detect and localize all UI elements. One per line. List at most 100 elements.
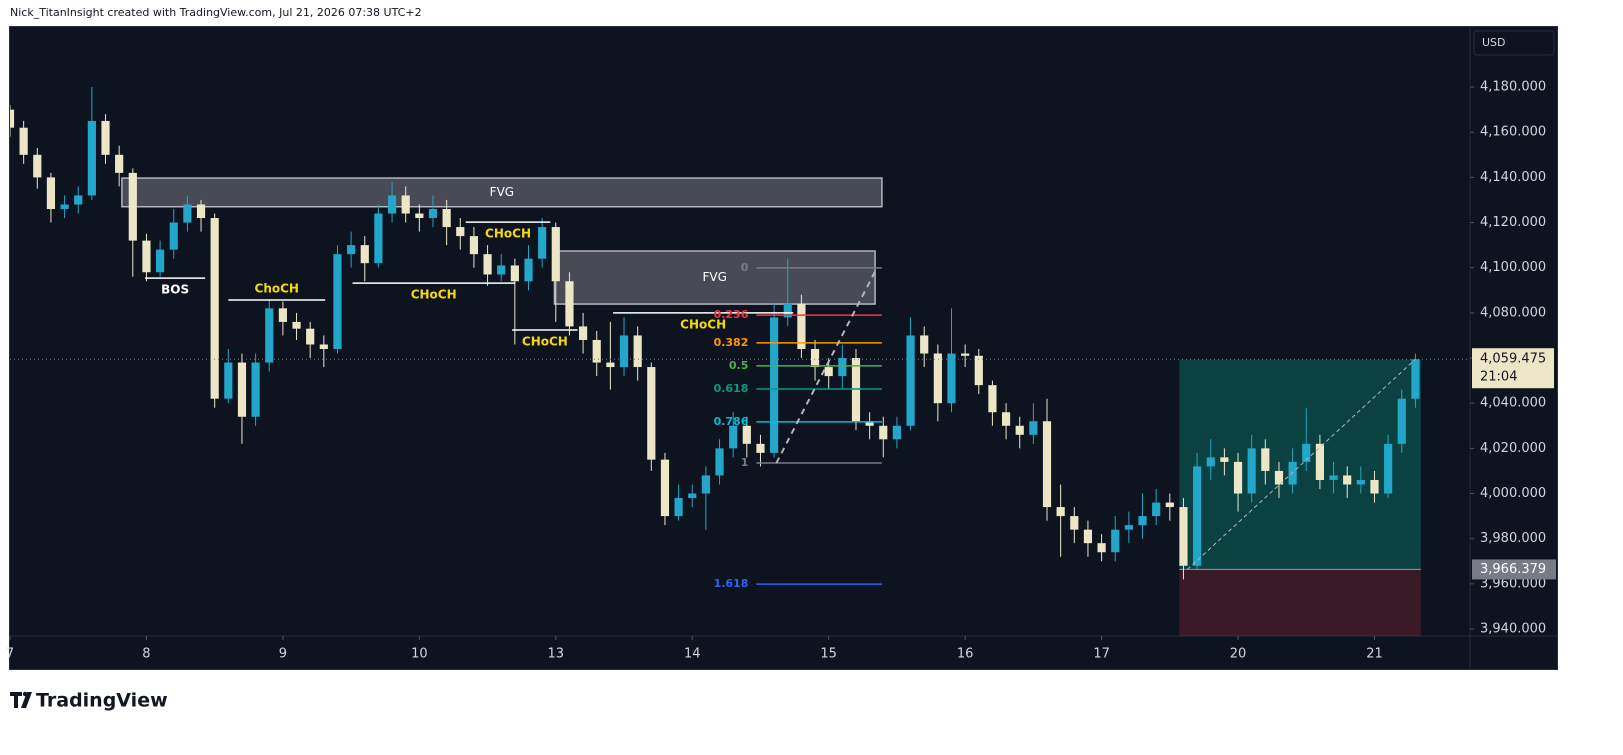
currency: USD [1482,36,1506,49]
fib-label: 1 [741,456,749,469]
fvg-label: FVG [703,270,727,284]
candle-body [892,425,902,440]
position-path [1187,358,1416,570]
candle-body [101,120,110,155]
candle-body [1220,457,1229,462]
candle-body [565,281,574,327]
fvg-label: FVG [490,185,514,199]
structure-label: CHoCH [680,317,726,331]
candle-body [1165,502,1174,508]
candle-body [1138,516,1147,526]
structure-label: CHoCH [411,288,457,302]
candle-body [142,240,151,273]
candle-body [810,349,820,368]
candle-body [46,177,56,209]
candle-body [1193,466,1202,566]
candle-body [183,204,192,223]
candle-body [906,335,915,426]
candle-body [865,421,874,426]
candle-body [947,353,956,404]
candle-body [797,303,806,349]
structure-label: CHoCH [485,227,531,241]
axes: 3,940.000 3,960.000 3,980.000 4,000.000 4,02… [6,80,1556,662]
candle-body [510,265,519,282]
candle-body [1343,475,1352,485]
candle-body [933,353,942,404]
y-tick-label: 4,160.000 [1480,125,1546,140]
candle-body [961,353,970,356]
candle-body [988,385,997,413]
candle-body [1111,529,1120,553]
candle-body [60,204,69,209]
candle-body [319,344,328,349]
candle-body [633,335,642,368]
candle-body [415,213,424,219]
candle-body [74,195,83,205]
candle-body [19,127,28,155]
candle-body [770,317,779,453]
candle-body [1329,475,1338,480]
candle-body [483,254,492,275]
candle-body [469,236,479,255]
y-tick-label: 4,120.000 [1480,215,1546,230]
candle-body [442,209,451,228]
candle-body [1206,457,1215,467]
entry-price-label: 3,966.379 [1480,562,1546,577]
fib-label: 0.5 [729,359,749,372]
candle-body [1015,425,1024,435]
candle-body [1411,359,1420,399]
candle-body [292,321,301,329]
y-tick-label: 4,000.000 [1480,486,1546,501]
y-tick-label: 3,940.000 [1480,622,1546,637]
candle-body [1384,443,1393,494]
candle-body [196,204,206,219]
candle-body [387,195,397,214]
structure-label: ChoCH [255,282,299,296]
candle-body [115,154,124,173]
candle-body [742,425,751,444]
y-tick-label: 3,980.000 [1480,531,1546,546]
candle-body [974,355,983,386]
candle-body [360,245,369,264]
logo-text: TradingView [36,690,168,712]
candle-body [1056,507,1065,517]
candle-body [578,326,588,340]
candle-body [1233,461,1243,494]
currency-box[interactable] [1473,30,1555,56]
fib-label: 0.618 [714,382,749,395]
candle-body [169,222,178,250]
y-tick-label: 3,960.000 [1480,576,1546,591]
candle-body [592,339,601,363]
plot-area: FVG FVG BOS ChoCH CHoCH CHoCH CHoCH CHoCH 0 0.236… [10,87,1470,636]
x-tick-label: 21 [1366,647,1383,662]
candle-body [674,498,683,517]
candle-body [1356,479,1365,485]
x-tick-label: 13 [548,647,565,662]
structure-label: BOS [161,283,189,297]
candle-body [10,109,15,128]
candle-body [456,227,465,237]
x-tick-label: 17 [1093,647,1110,662]
y-tick-label: 4,180.000 [1480,80,1546,95]
candle-body [1261,448,1270,471]
candle-body [1274,470,1284,485]
candle-body [210,218,219,399]
candle-body [1042,421,1052,508]
candle-body [538,227,547,259]
candle-body [1288,461,1297,485]
candle-body [251,362,260,417]
x-tick-label: 9 [279,647,287,662]
candle-body [1083,529,1093,544]
structure-label: CHoCH [522,335,568,349]
candle-body [729,425,738,449]
fib-label: 1.618 [714,577,749,590]
countdown-label: 21:04 [1480,370,1517,385]
x-tick-label: 16 [957,647,974,662]
last-price-label: 4,059.475 [1480,352,1546,367]
fib-label: 0.382 [714,336,749,349]
last-price-box [1472,348,1554,389]
x-tick-label: 7 [6,647,14,662]
x-tick-label: 14 [684,647,701,662]
candle-body [619,335,629,368]
